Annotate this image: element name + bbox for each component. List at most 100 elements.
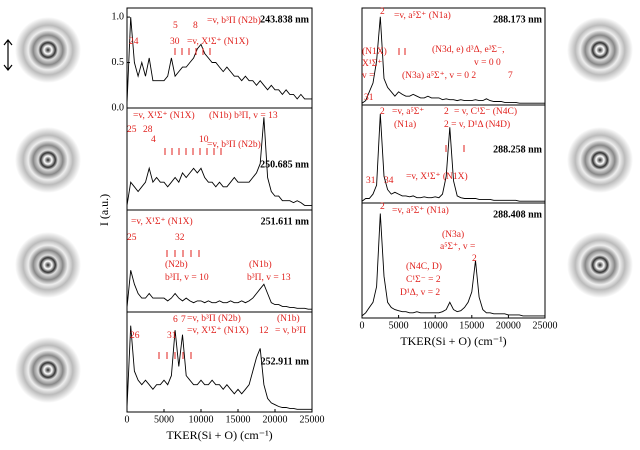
- annotation: (N1b) b³Π, v = 13: [209, 110, 278, 121]
- wavelength-label: 251.611 nm: [261, 216, 310, 227]
- x-tick-label: 20000: [496, 320, 521, 331]
- annotation: (N3a): [442, 229, 464, 240]
- annotation: (N3d, e) d³Δ, e³Σ⁻,: [432, 44, 504, 55]
- x-axis-label: TKER(Si + O) (cm⁻¹): [166, 428, 272, 442]
- annotation: =v, a⁵Σ⁺ (N1a): [392, 205, 449, 216]
- annotation: 28: [143, 125, 153, 135]
- annotation: 8: [193, 21, 198, 31]
- annotation: =v, b³Π (N2b): [207, 15, 261, 26]
- y-tick-label: 0.5: [112, 57, 125, 68]
- annotation: 2: [380, 202, 385, 212]
- x-tick-label: 20000: [263, 414, 288, 425]
- annotation: =v, X¹Σ⁺ (N1X): [131, 216, 193, 227]
- wavelength-label: 243.838 nm: [260, 14, 310, 25]
- annotation: 24: [129, 37, 139, 47]
- x-tick-label: 25000: [300, 414, 325, 425]
- annotation: (N2b): [165, 259, 188, 270]
- annotation: (N3a) a⁵Σ⁺, v = 0 2: [402, 70, 476, 81]
- x-tick-label: 0: [125, 414, 130, 425]
- image-left-2: [15, 127, 81, 193]
- annotation: 10: [199, 135, 209, 145]
- annotation: D¹Δ, v = 2: [400, 288, 440, 298]
- panel: 0.0 0.5 1.0 I (a.u.) 243.838 nm 5 8 =v, b³Π (N2…: [97, 7, 313, 226]
- wavelength-label: 288.408 nm: [493, 209, 543, 220]
- annotation: 25: [127, 233, 137, 243]
- polarization-arrow: [3, 39, 13, 71]
- spectrum-line: [361, 16, 545, 104]
- image-right-1: [567, 17, 633, 83]
- annotation: (N1b): [277, 313, 300, 324]
- image-left-3: [15, 232, 81, 298]
- annotation: 25: [127, 125, 137, 135]
- annotation: 2: [380, 107, 385, 117]
- y-tick-label: 1.0: [112, 11, 125, 22]
- annotation: (N4C, D): [406, 261, 442, 272]
- images: [3, 17, 633, 403]
- annotation: =v, a⁵Σ⁺: [392, 107, 424, 117]
- x-tick-label: 5000: [154, 414, 174, 425]
- annotation: 4: [151, 135, 156, 145]
- annotation: 6: [173, 315, 178, 325]
- spectrum-line: [126, 117, 312, 206]
- annotation: b³Π, v = 10: [165, 273, 209, 283]
- x-tick-label: 10000: [189, 414, 214, 425]
- image-right-3: [567, 232, 633, 298]
- annotation: 34: [384, 176, 394, 186]
- x-tick-label: 10000: [423, 320, 448, 331]
- panel: 250.685 nm =v, X¹Σ⁺ (N1X) (N1b) b³Π, v = 1…: [126, 107, 313, 211]
- panel: 288.173 nm 2 =v, a⁵Σ⁺ (N1a) (N1X) X¹Σ⁺ v = 31 (…: [361, 7, 546, 106]
- annotation: =v, b³Π (N2b): [187, 313, 241, 324]
- panel: 0 5000 10000 15000 20000 25000 TKER(Si + O) (c…: [360, 202, 558, 348]
- annotation: b³Π, v = 13: [247, 273, 291, 283]
- annotation: (N1a): [394, 119, 416, 130]
- annotation: v =: [362, 71, 374, 81]
- spectrum-line: [126, 17, 312, 104]
- annotation: 12: [259, 326, 269, 336]
- x-axis-label: TKER(Si + O) (cm⁻¹): [400, 334, 506, 348]
- annotation: 31: [366, 176, 376, 186]
- panel: 251.611 nm =v, X¹Σ⁺ (N1X) 25 32 (N2b) b³Π, v …: [126, 209, 313, 313]
- annotation: X¹Σ⁺: [362, 59, 382, 69]
- annotation: 2: [444, 107, 449, 117]
- spectrum-line: [126, 325, 312, 410]
- panel: 288.258 nm 2 =v, a⁵Σ⁺ (N1a) 2 = v, C¹Σ⁻ (N4C)…: [361, 104, 546, 204]
- wavelength-label: 252.911 nm: [261, 356, 310, 367]
- x-tick-label: 15000: [459, 320, 484, 331]
- wavelength-label: 288.173 nm: [493, 14, 543, 25]
- annotation: C¹Σ⁻ = 2: [406, 275, 441, 285]
- annotation: 2 = v, D¹Δ (N4D): [444, 119, 510, 130]
- annotation: =v, X¹Σ⁺ (N1X): [187, 325, 249, 336]
- panel: 0 5000 10000 15000 20000 25000 TKER(Si + O) (c…: [125, 311, 325, 442]
- annotation: (N1b): [249, 259, 272, 270]
- annotation: =v, X¹Σ⁺ (N1X): [133, 110, 195, 121]
- image-left-1: [15, 17, 81, 83]
- wavelength-label: 288.258 nm: [493, 144, 543, 155]
- annotation: 30: [170, 37, 180, 47]
- x-tick-label: 15000: [226, 414, 251, 425]
- image-right-2: [567, 127, 633, 193]
- spectrum-line: [126, 270, 312, 310]
- y-tick-label: 0.0: [112, 102, 125, 113]
- plot-frame: [361, 202, 546, 319]
- wavelength-label: 250.685 nm: [260, 159, 310, 170]
- annotation: = v, b³Π: [275, 326, 306, 336]
- x-tick-label: 0: [360, 320, 365, 331]
- plot-frame: [126, 311, 313, 413]
- annotation: =v, b³Π (N2b): [207, 139, 261, 150]
- annotation: 5: [173, 21, 178, 31]
- annotation: 31: [364, 93, 374, 103]
- spectrum-line: [361, 213, 545, 317]
- x-tick-label: 25000: [533, 320, 558, 331]
- annotation: 2: [380, 7, 385, 17]
- annotation: =v, X¹Σ⁺ (N1X): [406, 171, 468, 182]
- annotation: (N1X): [362, 46, 387, 57]
- annotation: 2: [472, 254, 477, 264]
- annotation: 7: [181, 315, 186, 325]
- annotation: = v, C¹Σ⁻ (N4C): [454, 106, 517, 117]
- annotation: 7: [508, 71, 513, 81]
- x-tick-label: 5000: [389, 320, 409, 331]
- annotation: 32: [175, 233, 185, 243]
- annotation: a⁵Σ⁺, v =: [440, 242, 475, 252]
- annotation: =v, a⁵Σ⁺ (N1a): [394, 10, 451, 21]
